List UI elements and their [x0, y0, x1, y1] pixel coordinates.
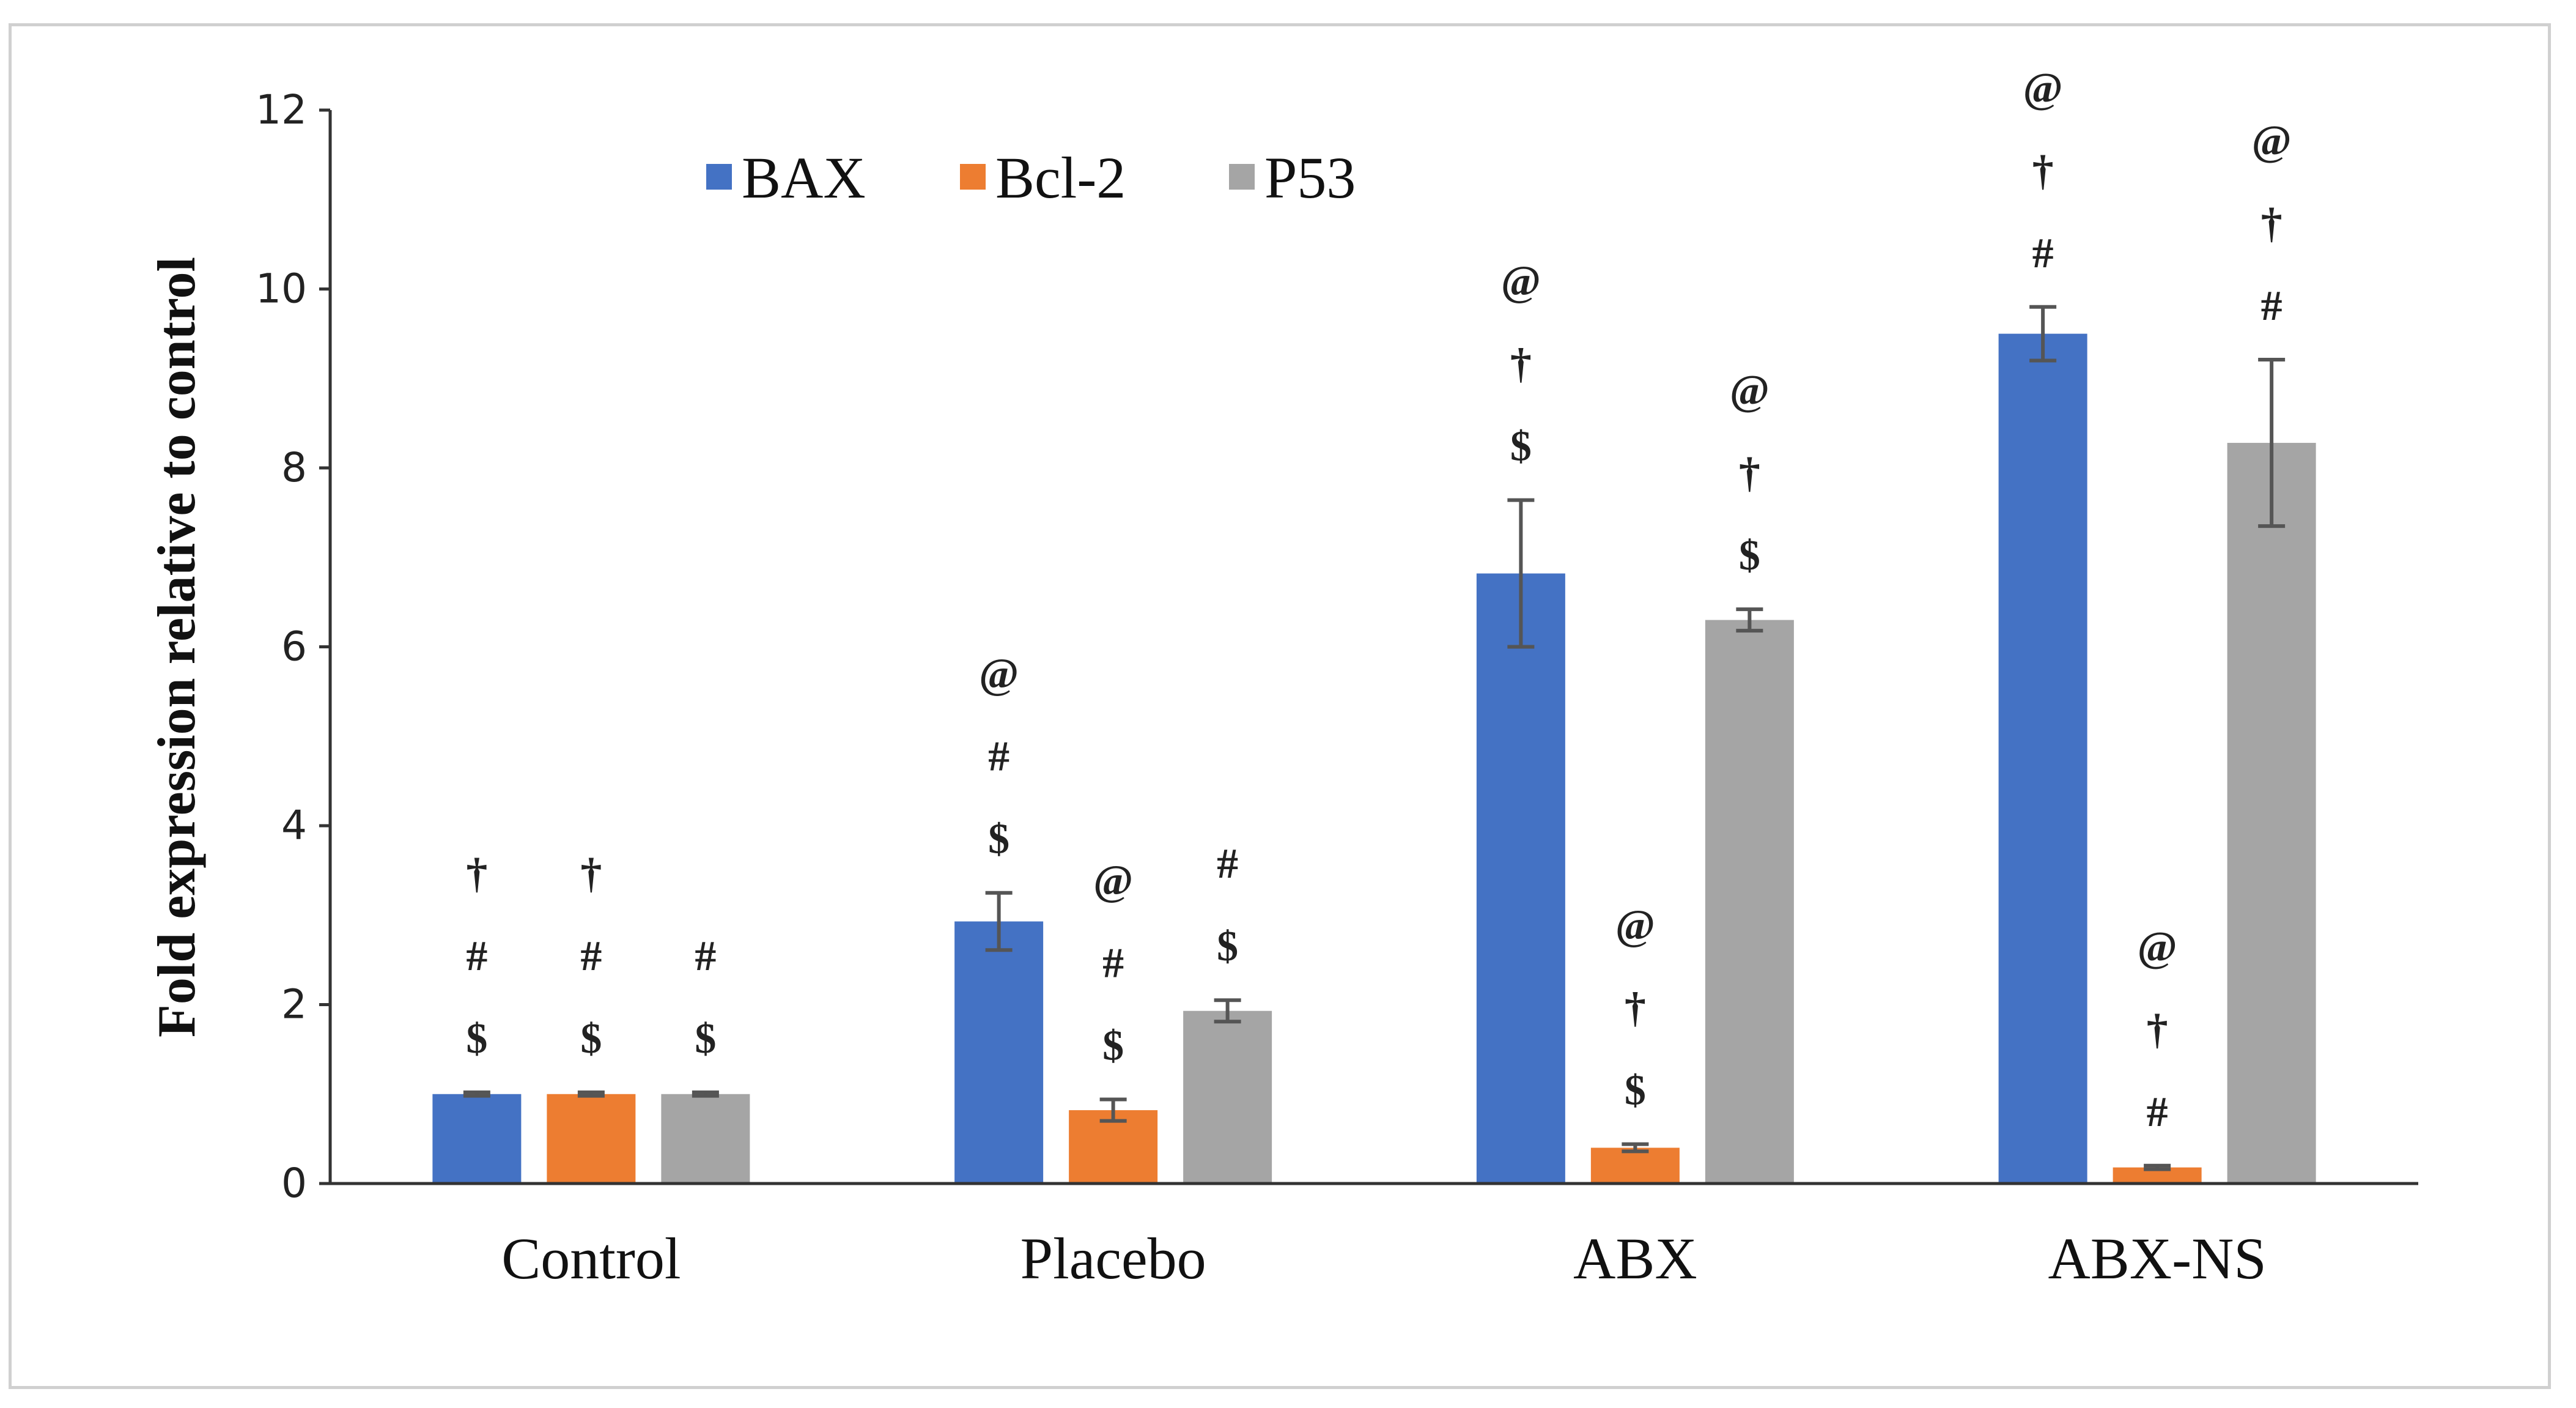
x-tick-label: Control — [501, 1226, 681, 1291]
significance-marker: # — [695, 933, 716, 980]
significance-marker: # — [1217, 840, 1238, 887]
bars: $ # † $ # † $ # $ # @ $ # @ $ # $ † @ $ † @ $ † @ # † @ # † @ # † @ — [432, 65, 2316, 1184]
error-bar — [692, 1090, 719, 1098]
legend-label: Bcl-2 — [995, 145, 1126, 210]
significance-marker: @ — [2023, 65, 2063, 112]
significance-marker: † — [466, 850, 487, 897]
significance-marker: @ — [2138, 924, 2177, 971]
significance-marker: @ — [979, 651, 1019, 698]
bar-bcl-2 — [547, 1094, 636, 1184]
error-bar — [1736, 607, 1763, 633]
significance-marker: # — [466, 933, 487, 980]
y-tick-label: 0 — [281, 1160, 307, 1207]
legend-label: BAX — [742, 145, 866, 210]
y-tick-label: 10 — [256, 265, 307, 313]
legend-swatch-bcl-2 — [960, 164, 986, 190]
significance-marker: † — [580, 850, 602, 897]
significance-marker: # — [988, 733, 1009, 780]
bar-bax — [1998, 333, 2087, 1184]
significance-marker: # — [2147, 1089, 2168, 1136]
bar-bcl-2 — [1590, 1147, 1680, 1184]
significance-marker: $ — [580, 1015, 602, 1062]
significance-marker: † — [1739, 450, 1760, 497]
legend-swatch-bax — [706, 164, 732, 190]
error-bar — [1622, 1142, 1649, 1154]
x-axis: Control Placebo ABX ABX-NS — [330, 1182, 2418, 1291]
legend-label: P53 — [1264, 145, 1356, 210]
bar-bax — [954, 921, 1044, 1184]
bar-bax — [432, 1094, 522, 1184]
significance-marker: $ — [1510, 423, 1532, 470]
bar-p53 — [1705, 620, 1794, 1184]
error-bar — [1099, 1097, 1127, 1123]
bar-bax — [1476, 573, 1565, 1184]
bar-p53 — [2227, 443, 2316, 1184]
error-bar — [1507, 498, 1535, 649]
x-tick-label: ABX — [1573, 1226, 1697, 1291]
legend: BAX Bcl-2 P53 — [706, 145, 1356, 210]
significance-marker: @ — [1093, 858, 1133, 905]
significance-marker: † — [2261, 200, 2283, 247]
significance-marker: † — [1625, 985, 1646, 1032]
significance-marker: $ — [1739, 532, 1760, 579]
error-bar — [1214, 998, 1241, 1024]
significance-marker: † — [1510, 341, 1532, 388]
y-axis: 0 2 4 6 8 10 12 — [256, 86, 332, 1207]
significance-marker: @ — [1501, 258, 1541, 305]
y-tick-label: 12 — [256, 86, 307, 133]
significance-marker: # — [2261, 283, 2283, 330]
significance-marker: $ — [1625, 1067, 1646, 1114]
x-tick-label: ABX-NS — [2048, 1226, 2266, 1291]
significance-marker: † — [2032, 147, 2054, 195]
y-axis-label: Fold expression relative to control — [147, 257, 207, 1037]
bar-p53 — [1183, 1010, 1272, 1184]
error-bar — [985, 891, 1013, 952]
x-tick-label: Placebo — [1020, 1226, 1206, 1291]
significance-marker: † — [2147, 1006, 2168, 1053]
y-tick-label: 4 — [281, 802, 307, 849]
error-bar — [2144, 1163, 2171, 1171]
significance-marker: $ — [1217, 923, 1238, 970]
significance-marker: @ — [1730, 367, 1770, 414]
y-tick-label: 8 — [281, 444, 307, 491]
significance-marker: $ — [1102, 1023, 1124, 1070]
significance-marker: # — [1102, 940, 1124, 987]
significance-marker: $ — [695, 1015, 716, 1062]
bar-p53 — [661, 1094, 750, 1184]
error-bar — [2258, 358, 2286, 528]
significance-marker: @ — [2252, 117, 2292, 165]
significance-marker: # — [580, 933, 602, 980]
error-bar — [577, 1090, 605, 1098]
significance-marker: $ — [988, 816, 1009, 863]
significance-marker: $ — [466, 1015, 487, 1062]
significance-marker: @ — [1615, 902, 1655, 949]
error-bar — [463, 1090, 490, 1098]
significance-marker: # — [2032, 230, 2054, 277]
y-tick-label: 2 — [281, 981, 307, 1028]
legend-swatch-p53 — [1229, 164, 1255, 190]
chart-frame — [9, 23, 2551, 1389]
error-bar — [2029, 305, 2057, 363]
y-tick-label: 6 — [281, 623, 307, 670]
